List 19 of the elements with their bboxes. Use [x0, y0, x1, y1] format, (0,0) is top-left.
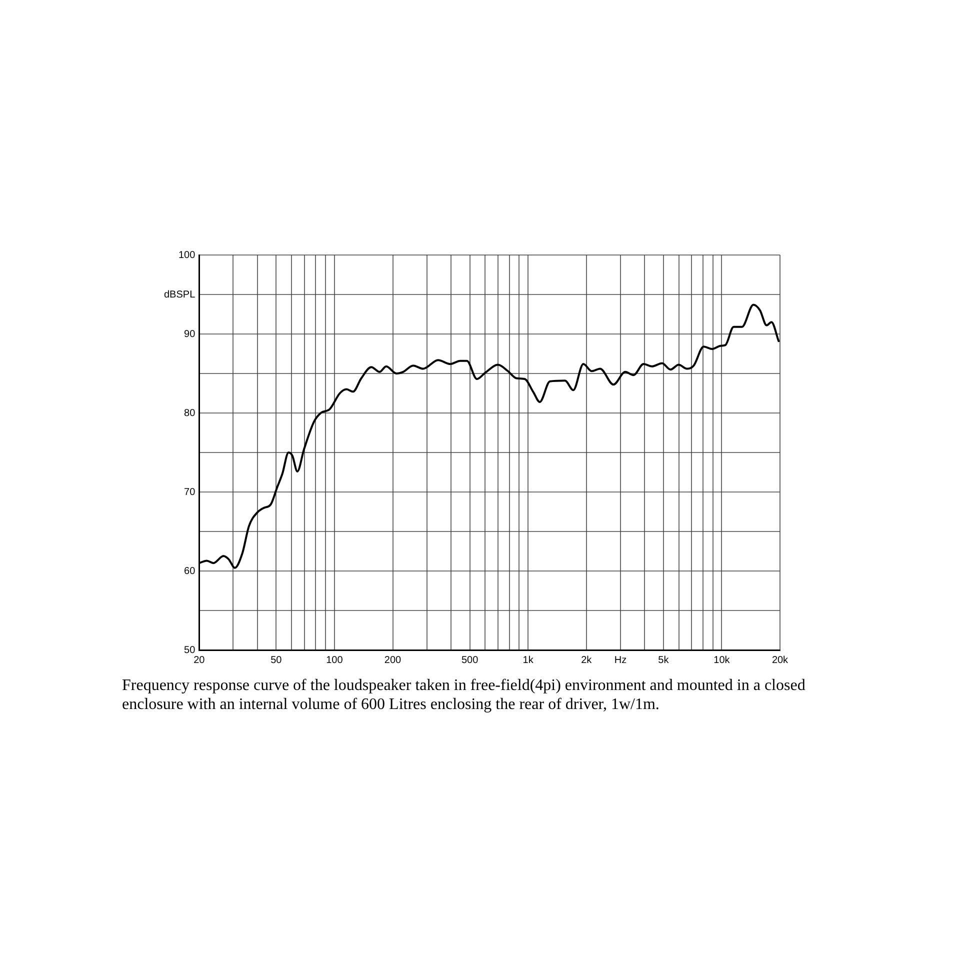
x-tick-label: 5k — [658, 654, 670, 666]
x-tick-label: 500 — [461, 654, 479, 666]
y-tick-label: 100 — [178, 250, 196, 261]
x-tick-label: 20 — [194, 654, 206, 666]
x-tick-label: 20k — [772, 654, 790, 666]
x-tick-label: 100 — [326, 654, 344, 666]
x-tick-label: 50 — [270, 654, 282, 666]
text: Frequency response curve of the loudspeaker taken in free-field(4pi) environment and mounted in a closed enclosure with an internal volume of 600 Litres enclosing the rear of driver, 1w/1m. — [122, 676, 806, 714]
x-tick-label: 10k — [714, 654, 731, 666]
x-tick-label: 2k — [581, 654, 593, 666]
y-tick-label: 70 — [184, 486, 196, 498]
y-tick-label: 90 — [184, 328, 196, 340]
y-tick-label: 60 — [184, 566, 196, 577]
x-tick-label: Hz — [614, 654, 627, 666]
x-tick-label: 1k — [522, 654, 534, 666]
y-tick-label: 80 — [184, 408, 196, 419]
x-tick-label: 200 — [384, 654, 402, 666]
y-tick-label: 50 — [184, 644, 196, 656]
y-tick-label: dBSPL — [164, 289, 196, 300]
